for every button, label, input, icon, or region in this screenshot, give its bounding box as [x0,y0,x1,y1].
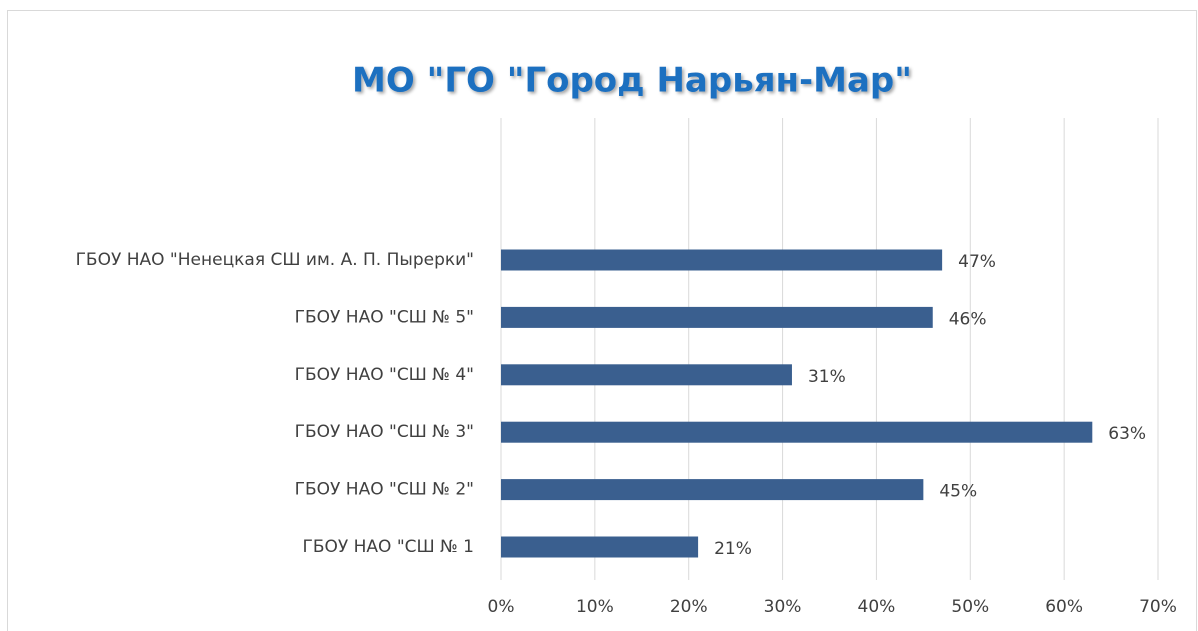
y-tick-label: ГБОУ НАО "СШ № 3" [295,422,474,442]
y-tick-label: ГБОУ НАО "СШ № 5" [295,307,474,327]
data-label: 47% [958,252,996,272]
bar [501,536,699,558]
bar [501,421,1093,443]
bar [501,249,943,271]
data-label: 31% [808,367,846,387]
x-tick-label: 0% [488,597,515,617]
x-tick-label: 60% [1045,597,1083,617]
x-tick-label: 40% [858,597,896,617]
data-label: 63% [1108,424,1146,444]
x-tick-label: 70% [1139,597,1177,617]
chart-border [7,10,1197,631]
y-tick-label: ГБОУ НАО "СШ № 1 [302,537,474,557]
y-tick-label: ГБОУ НАО "Ненецкая СШ им. А. П. Пырерки" [76,250,474,270]
y-tick-label: ГБОУ НАО "СШ № 4" [295,365,474,385]
x-tick-label: 20% [670,597,708,617]
bar [501,306,933,328]
x-tick-label: 10% [576,597,614,617]
x-tick-label: 30% [764,597,802,617]
data-label: 46% [949,309,987,329]
bar [501,364,792,386]
bar [501,479,924,501]
x-tick-label: 50% [951,597,989,617]
data-label: 21% [714,539,752,559]
data-label: 45% [939,482,977,502]
chart-title: МО "ГО "Город Нарьян-Мар" [352,61,912,101]
y-tick-label: ГБОУ НАО "СШ № 2" [295,480,474,500]
